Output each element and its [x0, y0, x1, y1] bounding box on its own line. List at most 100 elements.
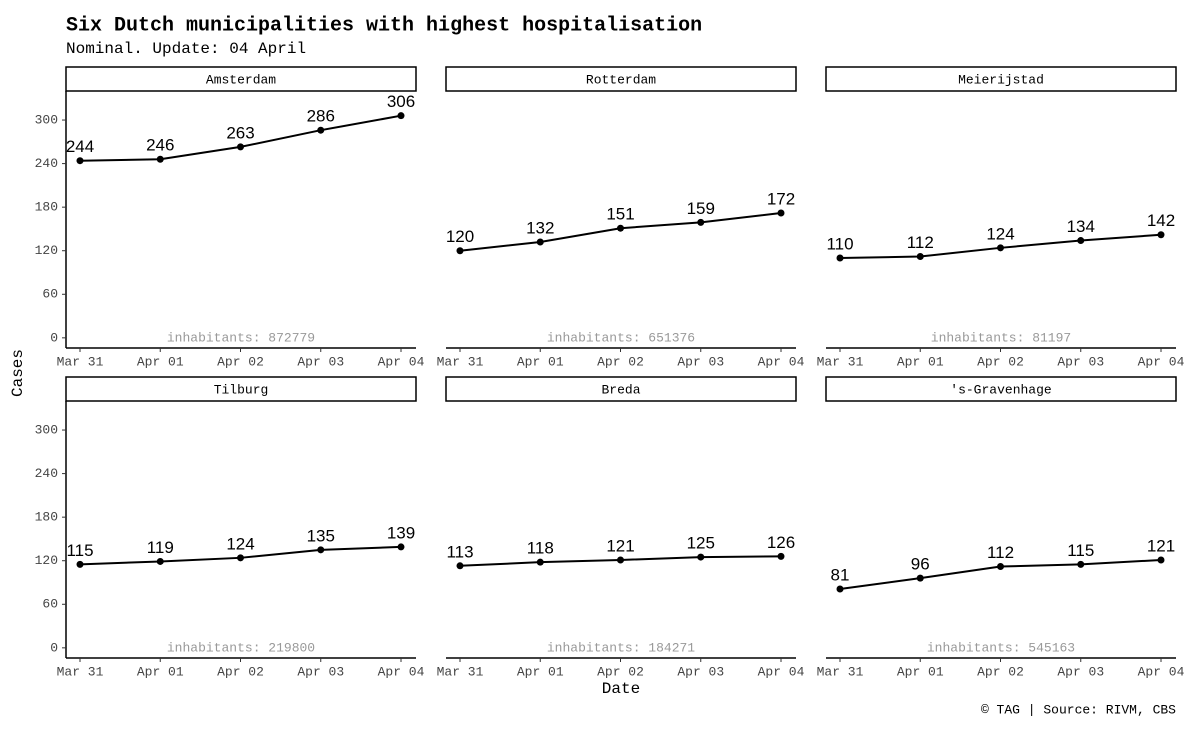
point — [237, 143, 244, 151]
value-label: 96 — [911, 555, 930, 574]
x-tick-label: Mar 31 — [817, 664, 864, 679]
x-axis-label: Date — [602, 680, 640, 698]
x-tick-label: Apr 01 — [897, 664, 944, 679]
facet-title: Amsterdam — [206, 72, 276, 87]
point — [1157, 231, 1165, 239]
value-label: 135 — [307, 526, 335, 545]
point — [317, 546, 325, 554]
value-label: 132 — [526, 218, 554, 237]
chart-title: Six Dutch municipalities with highest ho… — [66, 14, 702, 37]
facet-strip — [445, 66, 797, 92]
value-label: 124 — [986, 224, 1014, 243]
facet-strip — [65, 66, 417, 92]
facet-strip — [825, 66, 1177, 92]
y-tick-label: 0 — [50, 640, 58, 655]
x-tick-label: Apr 02 — [977, 664, 1024, 679]
point — [836, 254, 844, 262]
value-label: 112 — [987, 543, 1014, 562]
y-tick-label: 60 — [42, 597, 58, 612]
point — [456, 247, 464, 255]
x-tick-label: Apr 01 — [517, 354, 564, 369]
y-tick-label: 180 — [35, 510, 58, 525]
facet-title: Meierijstad — [958, 72, 1044, 87]
value-label: 124 — [226, 534, 254, 553]
x-tick-label: Apr 04 — [378, 354, 425, 369]
point — [617, 224, 624, 232]
point — [617, 556, 624, 564]
facet-title: 's-Gravenhage — [950, 382, 1051, 397]
annotation: inhabitants: 219800 — [167, 640, 315, 655]
point — [536, 558, 544, 566]
point — [1077, 560, 1085, 568]
x-tick-label: Apr 04 — [758, 664, 805, 679]
value-label: 112 — [907, 233, 934, 252]
x-tick-label: Apr 01 — [897, 354, 944, 369]
point — [777, 552, 785, 560]
point — [536, 238, 544, 246]
point — [397, 543, 405, 551]
y-axis-label: Cases — [9, 349, 27, 397]
x-tick-label: Mar 31 — [57, 354, 104, 369]
value-label: 118 — [527, 539, 554, 558]
value-label: 115 — [1067, 541, 1094, 560]
point — [777, 209, 785, 217]
x-tick-label: Apr 04 — [1138, 664, 1185, 679]
value-label: 119 — [147, 538, 174, 557]
point — [836, 585, 844, 593]
x-tick-label: Apr 03 — [677, 354, 724, 369]
x-tick-label: Mar 31 — [57, 664, 104, 679]
point — [916, 574, 924, 582]
point — [1157, 556, 1165, 564]
value-label: 121 — [1147, 536, 1175, 555]
value-label: 172 — [767, 189, 795, 208]
value-label: 81 — [831, 566, 850, 585]
x-tick-label: Mar 31 — [817, 354, 864, 369]
y-tick-label: 120 — [35, 243, 58, 258]
point — [697, 218, 705, 226]
x-tick-label: Apr 03 — [1057, 354, 1104, 369]
y-tick-label: 300 — [35, 112, 58, 127]
x-tick-label: Apr 03 — [1057, 664, 1104, 679]
value-label: 286 — [307, 107, 335, 126]
facet-title: Tilburg — [214, 382, 269, 397]
x-tick-label: Apr 02 — [597, 664, 644, 679]
x-tick-label: Apr 03 — [297, 354, 344, 369]
facet-strip — [65, 376, 417, 402]
x-tick-label: Apr 02 — [217, 664, 264, 679]
annotation: inhabitants: 545163 — [927, 640, 1075, 655]
y-tick-label: 0 — [50, 330, 58, 345]
point — [916, 253, 924, 261]
value-label: 121 — [606, 536, 634, 555]
value-label: 139 — [387, 523, 415, 542]
x-tick-label: Apr 04 — [378, 664, 425, 679]
value-label: 110 — [826, 234, 853, 253]
facet-strip — [445, 376, 797, 402]
value-label: 263 — [226, 123, 254, 142]
chart-subtitle: Nominal. Update: 04 April — [66, 40, 306, 58]
value-label: 151 — [606, 205, 634, 224]
annotation: inhabitants: 651376 — [547, 330, 695, 345]
y-tick-label: 240 — [35, 156, 58, 171]
x-tick-label: Apr 02 — [597, 354, 644, 369]
x-tick-label: Apr 03 — [297, 664, 344, 679]
x-tick-label: Apr 01 — [137, 664, 184, 679]
value-label: 120 — [446, 227, 474, 246]
x-tick-label: Apr 04 — [758, 354, 805, 369]
x-tick-label: Apr 02 — [217, 354, 264, 369]
facet-strip — [825, 376, 1177, 402]
annotation: inhabitants: 184271 — [547, 640, 695, 655]
point — [1077, 237, 1085, 245]
point — [456, 562, 464, 570]
x-tick-label: Apr 03 — [677, 664, 724, 679]
annotation: inhabitants: 81197 — [931, 330, 1071, 345]
value-label: 159 — [687, 199, 715, 218]
caption: © TAG | Source: RIVM, CBS — [981, 702, 1176, 717]
facet-title: Rotterdam — [586, 72, 656, 87]
facet-title: Breda — [601, 382, 640, 397]
value-label: 246 — [146, 136, 174, 155]
value-label: 126 — [767, 533, 795, 552]
value-label: 244 — [66, 137, 94, 156]
point — [997, 563, 1004, 571]
